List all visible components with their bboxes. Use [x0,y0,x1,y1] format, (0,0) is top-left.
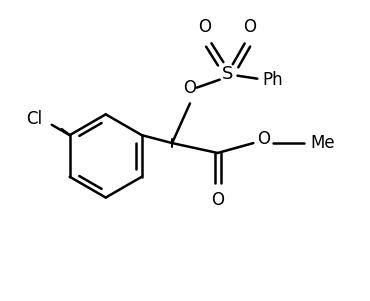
Text: O: O [243,18,256,36]
Text: O: O [184,79,196,97]
Text: O: O [257,130,270,148]
Text: Ph: Ph [263,71,283,89]
Text: O: O [211,191,224,209]
Text: Cl: Cl [26,110,42,128]
Text: O: O [198,18,211,36]
Text: S: S [222,65,233,83]
Text: Me: Me [310,134,335,152]
